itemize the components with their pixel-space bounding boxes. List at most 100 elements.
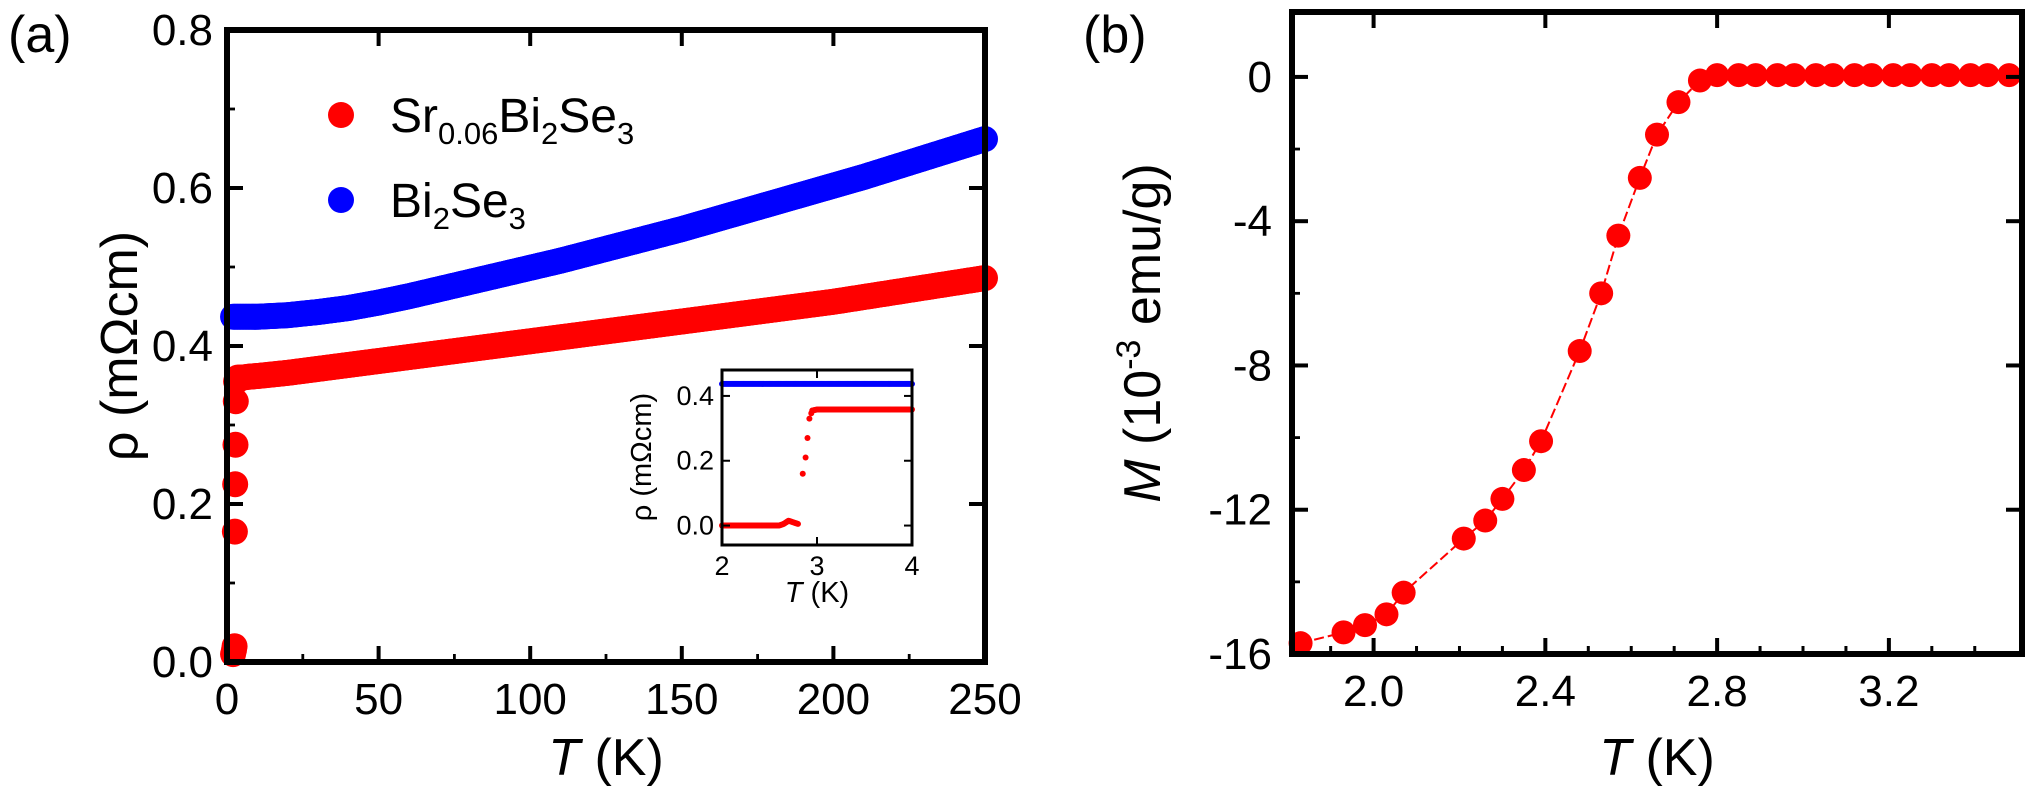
magnetization-data-point [1743, 63, 1768, 88]
magnetization-data-point [1666, 90, 1691, 115]
panel-b-x-axis-label-unit: (K) [1631, 729, 1715, 787]
legend-1-sub-b: 2 [541, 116, 558, 151]
y-tick-label: 0.8 [152, 6, 213, 55]
panel-b-axes-frame [1289, 9, 2025, 657]
magnetization-data-point [1726, 63, 1751, 88]
inset-point-sr-bi2se3 [799, 470, 806, 477]
legend-2-part-a: Bi [390, 175, 433, 228]
x-tick-label: 150 [645, 675, 718, 724]
panel-b-label: (b) [1083, 6, 1147, 64]
y-tick-label: -8 [1233, 341, 1272, 390]
inset-y-axis-label: ρ (mΩcm) [626, 393, 658, 521]
inset-ticks: 2 3 4 0.0 0.2 0.4 [676, 370, 920, 581]
x-tick-label: 0 [215, 675, 239, 724]
legend-2-sub-a: 2 [433, 201, 450, 236]
inset-point-sr-bi2se3 [806, 415, 813, 422]
magnetization-data-point [1937, 63, 1961, 88]
legend-1-part-b: Bi [498, 90, 541, 143]
legend-2-part-b: Se [450, 175, 509, 228]
magnetization-data-point [1490, 486, 1515, 511]
x-tick-label: 3 [809, 551, 824, 581]
inset-point-sr-bi2se3 [802, 454, 809, 461]
x-tick-label: 2.4 [1515, 667, 1576, 716]
y-tick-label: 0.6 [152, 164, 213, 213]
panel-a-x-axis-label-unit: (K) [580, 729, 664, 787]
x-tick-label: 2.8 [1687, 667, 1748, 716]
magnetization-data-point [1606, 223, 1631, 248]
panel-b-connecting-line [1300, 74, 2010, 645]
inset-x-axis-label: T (K) [785, 577, 849, 609]
y-tick-label: -4 [1233, 197, 1272, 246]
magnetization-data-point [1374, 602, 1399, 627]
magnetization-data-point [1511, 458, 1536, 483]
magnetization-data-point [1645, 122, 1669, 147]
legend-1-sub-c: 3 [617, 116, 634, 151]
y-tick-label: 0.4 [152, 322, 213, 371]
legend-1-part-c: Se [558, 90, 617, 143]
magnetization-data-point [1919, 63, 1944, 88]
y-tick-label: -16 [1208, 630, 1272, 679]
magnetization-data-point [1975, 63, 2000, 88]
magnetization-data-point [1881, 63, 1906, 88]
panel-b-y-axis-label: M (10-3 emu/g) [1110, 163, 1172, 502]
magnetization-data-point [1898, 63, 1923, 88]
magnetization-data-point [1567, 339, 1592, 364]
magnetization-data-point [1842, 63, 1867, 88]
magnetization-data-point [1705, 63, 1730, 88]
magnetization-data-point [1627, 165, 1652, 190]
magnetization-data-point [1589, 281, 1614, 306]
panel-b-y-axis-label-base: (10 [1114, 370, 1172, 460]
panel-b-y-axis-label-exp: -3 [1110, 340, 1148, 370]
inset-x-axis-label-unit: (K) [803, 577, 850, 609]
panel-a-y-axis-label: ρ (mΩcm) [91, 231, 149, 461]
legend-1-part-a: Sr [390, 90, 438, 143]
inset-point-sr-bi2se3 [804, 435, 811, 442]
x-tick-label: 2.0 [1343, 667, 1404, 716]
legend-marker-sr-bi2se3 [328, 102, 354, 128]
y-tick-label: 0.2 [152, 480, 213, 529]
inset-point-sr-bi2se3 [795, 520, 801, 527]
panel-a-data-marks [220, 126, 998, 668]
magnetization-data-point [1473, 508, 1498, 533]
y-tick-label: 0.4 [676, 381, 714, 411]
x-tick-label: 4 [904, 551, 919, 581]
magnetization-data-point [1803, 63, 1828, 88]
magnetization-data-point [1451, 526, 1476, 551]
legend-label-sr-bi2se3: Sr0.06Bi2Se3 [390, 90, 634, 151]
x-tick-label: 3.2 [1858, 667, 1919, 716]
legend-label-bi2se3: Bi2Se3 [390, 175, 526, 236]
x-tick-label: 200 [797, 675, 870, 724]
panel-a-x-axis-label: T (K) [548, 729, 664, 787]
magnetization-data-point [1529, 429, 1554, 454]
magnetization-data-point [1391, 580, 1416, 605]
y-tick-label: -12 [1208, 486, 1272, 535]
panel-b-y-axis-label-unit: emu/g) [1114, 163, 1172, 339]
y-tick-label: 0.2 [676, 446, 714, 476]
y-tick-label: 0.0 [676, 511, 714, 541]
inset-x-axis-label-var: T [785, 577, 805, 609]
panel-a-legend: Sr0.06Bi2Se3 Bi2Se3 [328, 90, 634, 236]
inset-data-marks [719, 380, 915, 529]
magnetization-data-point [1821, 63, 1846, 88]
magnetization-data-point [1331, 620, 1356, 645]
panel-a-label: (a) [8, 6, 72, 64]
panel-b-data-marks [1288, 63, 2022, 656]
magnetization-data-point [1353, 613, 1377, 638]
inset-background [722, 370, 912, 545]
y-tick-label: 0 [1248, 53, 1272, 102]
legend-2-sub-b: 3 [509, 201, 526, 236]
panel-b-x-axis-label-var: T [1599, 729, 1634, 787]
panel-b-y-axis-label-var: M [1114, 459, 1172, 503]
x-tick-label: 50 [354, 675, 403, 724]
legend-marker-bi2se3 [328, 187, 354, 213]
legend-1-sub-a: 0.06 [438, 116, 498, 151]
magnetization-data-point [1859, 63, 1884, 88]
panel-a-x-axis-label-var: T [548, 729, 583, 787]
panel-b-ticks: 2.0 2.4 2.8 3.2 0 -4 -8 -12 -16 [1208, 12, 2022, 716]
panel-a-inset: 2 3 4 0.0 0.2 0.4 ρ (mΩcm) T (K) [626, 368, 920, 609]
magnetization-data-point [1958, 63, 1983, 88]
panel-b-chart: 2.0 2.4 2.8 3.2 0 -4 -8 -12 -16 M (10-3 emu/g) T… [1110, 9, 2025, 787]
